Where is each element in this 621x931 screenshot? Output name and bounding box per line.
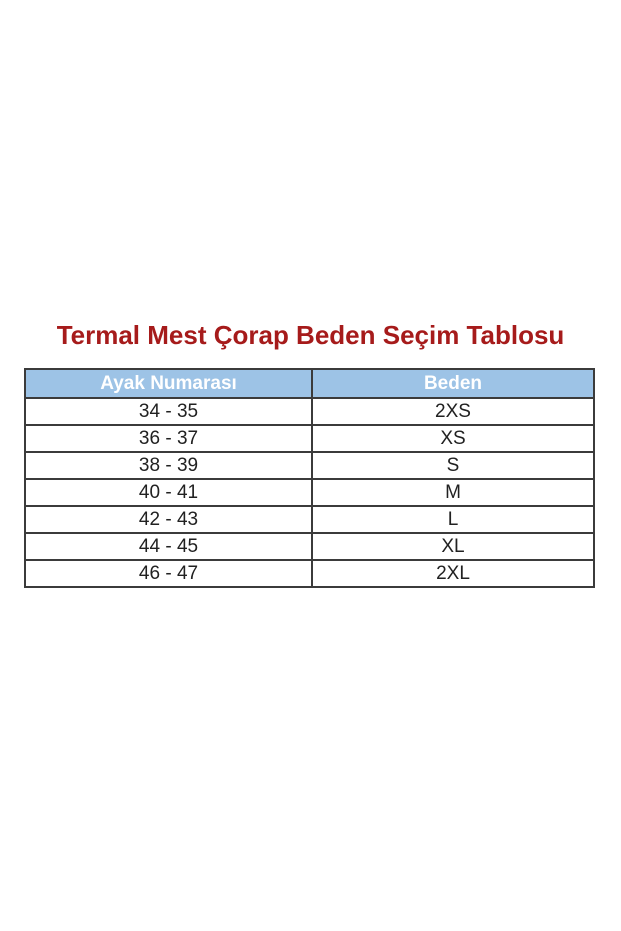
table-row: 38 - 39 S xyxy=(24,451,595,480)
table-row: 42 - 43 L xyxy=(24,505,595,534)
table-row: 40 - 41 M xyxy=(24,478,595,507)
column-header-foot-number: Ayak Numarası xyxy=(24,368,313,399)
size-cell: L xyxy=(311,505,595,534)
page-title: Termal Mest Çorap Beden Seçim Tablosu xyxy=(56,320,565,350)
foot-number-cell: 46 - 47 xyxy=(24,559,313,588)
size-cell: XS xyxy=(311,424,595,453)
foot-number-cell: 38 - 39 xyxy=(24,451,313,480)
foot-number-cell: 36 - 37 xyxy=(24,424,313,453)
foot-number-cell: 34 - 35 xyxy=(24,397,313,426)
foot-number-cell: 44 - 45 xyxy=(24,532,313,561)
table-row: 44 - 45 XL xyxy=(24,532,595,561)
table-row: 34 - 35 2XS xyxy=(24,397,595,426)
size-cell: XL xyxy=(311,532,595,561)
size-cell: 2XL xyxy=(311,559,595,588)
table-row: 46 - 47 2XL xyxy=(24,559,595,588)
table-row: 36 - 37 XS xyxy=(24,424,595,453)
column-header-size: Beden xyxy=(311,368,595,399)
size-cell: 2XS xyxy=(311,397,595,426)
size-selection-table: Ayak Numarası Beden 34 - 35 2XS 36 - 37 … xyxy=(24,368,595,588)
foot-number-cell: 40 - 41 xyxy=(24,478,313,507)
foot-number-cell: 42 - 43 xyxy=(24,505,313,534)
size-cell: S xyxy=(311,451,595,480)
size-cell: M xyxy=(311,478,595,507)
table-header-row: Ayak Numarası Beden xyxy=(24,368,595,399)
